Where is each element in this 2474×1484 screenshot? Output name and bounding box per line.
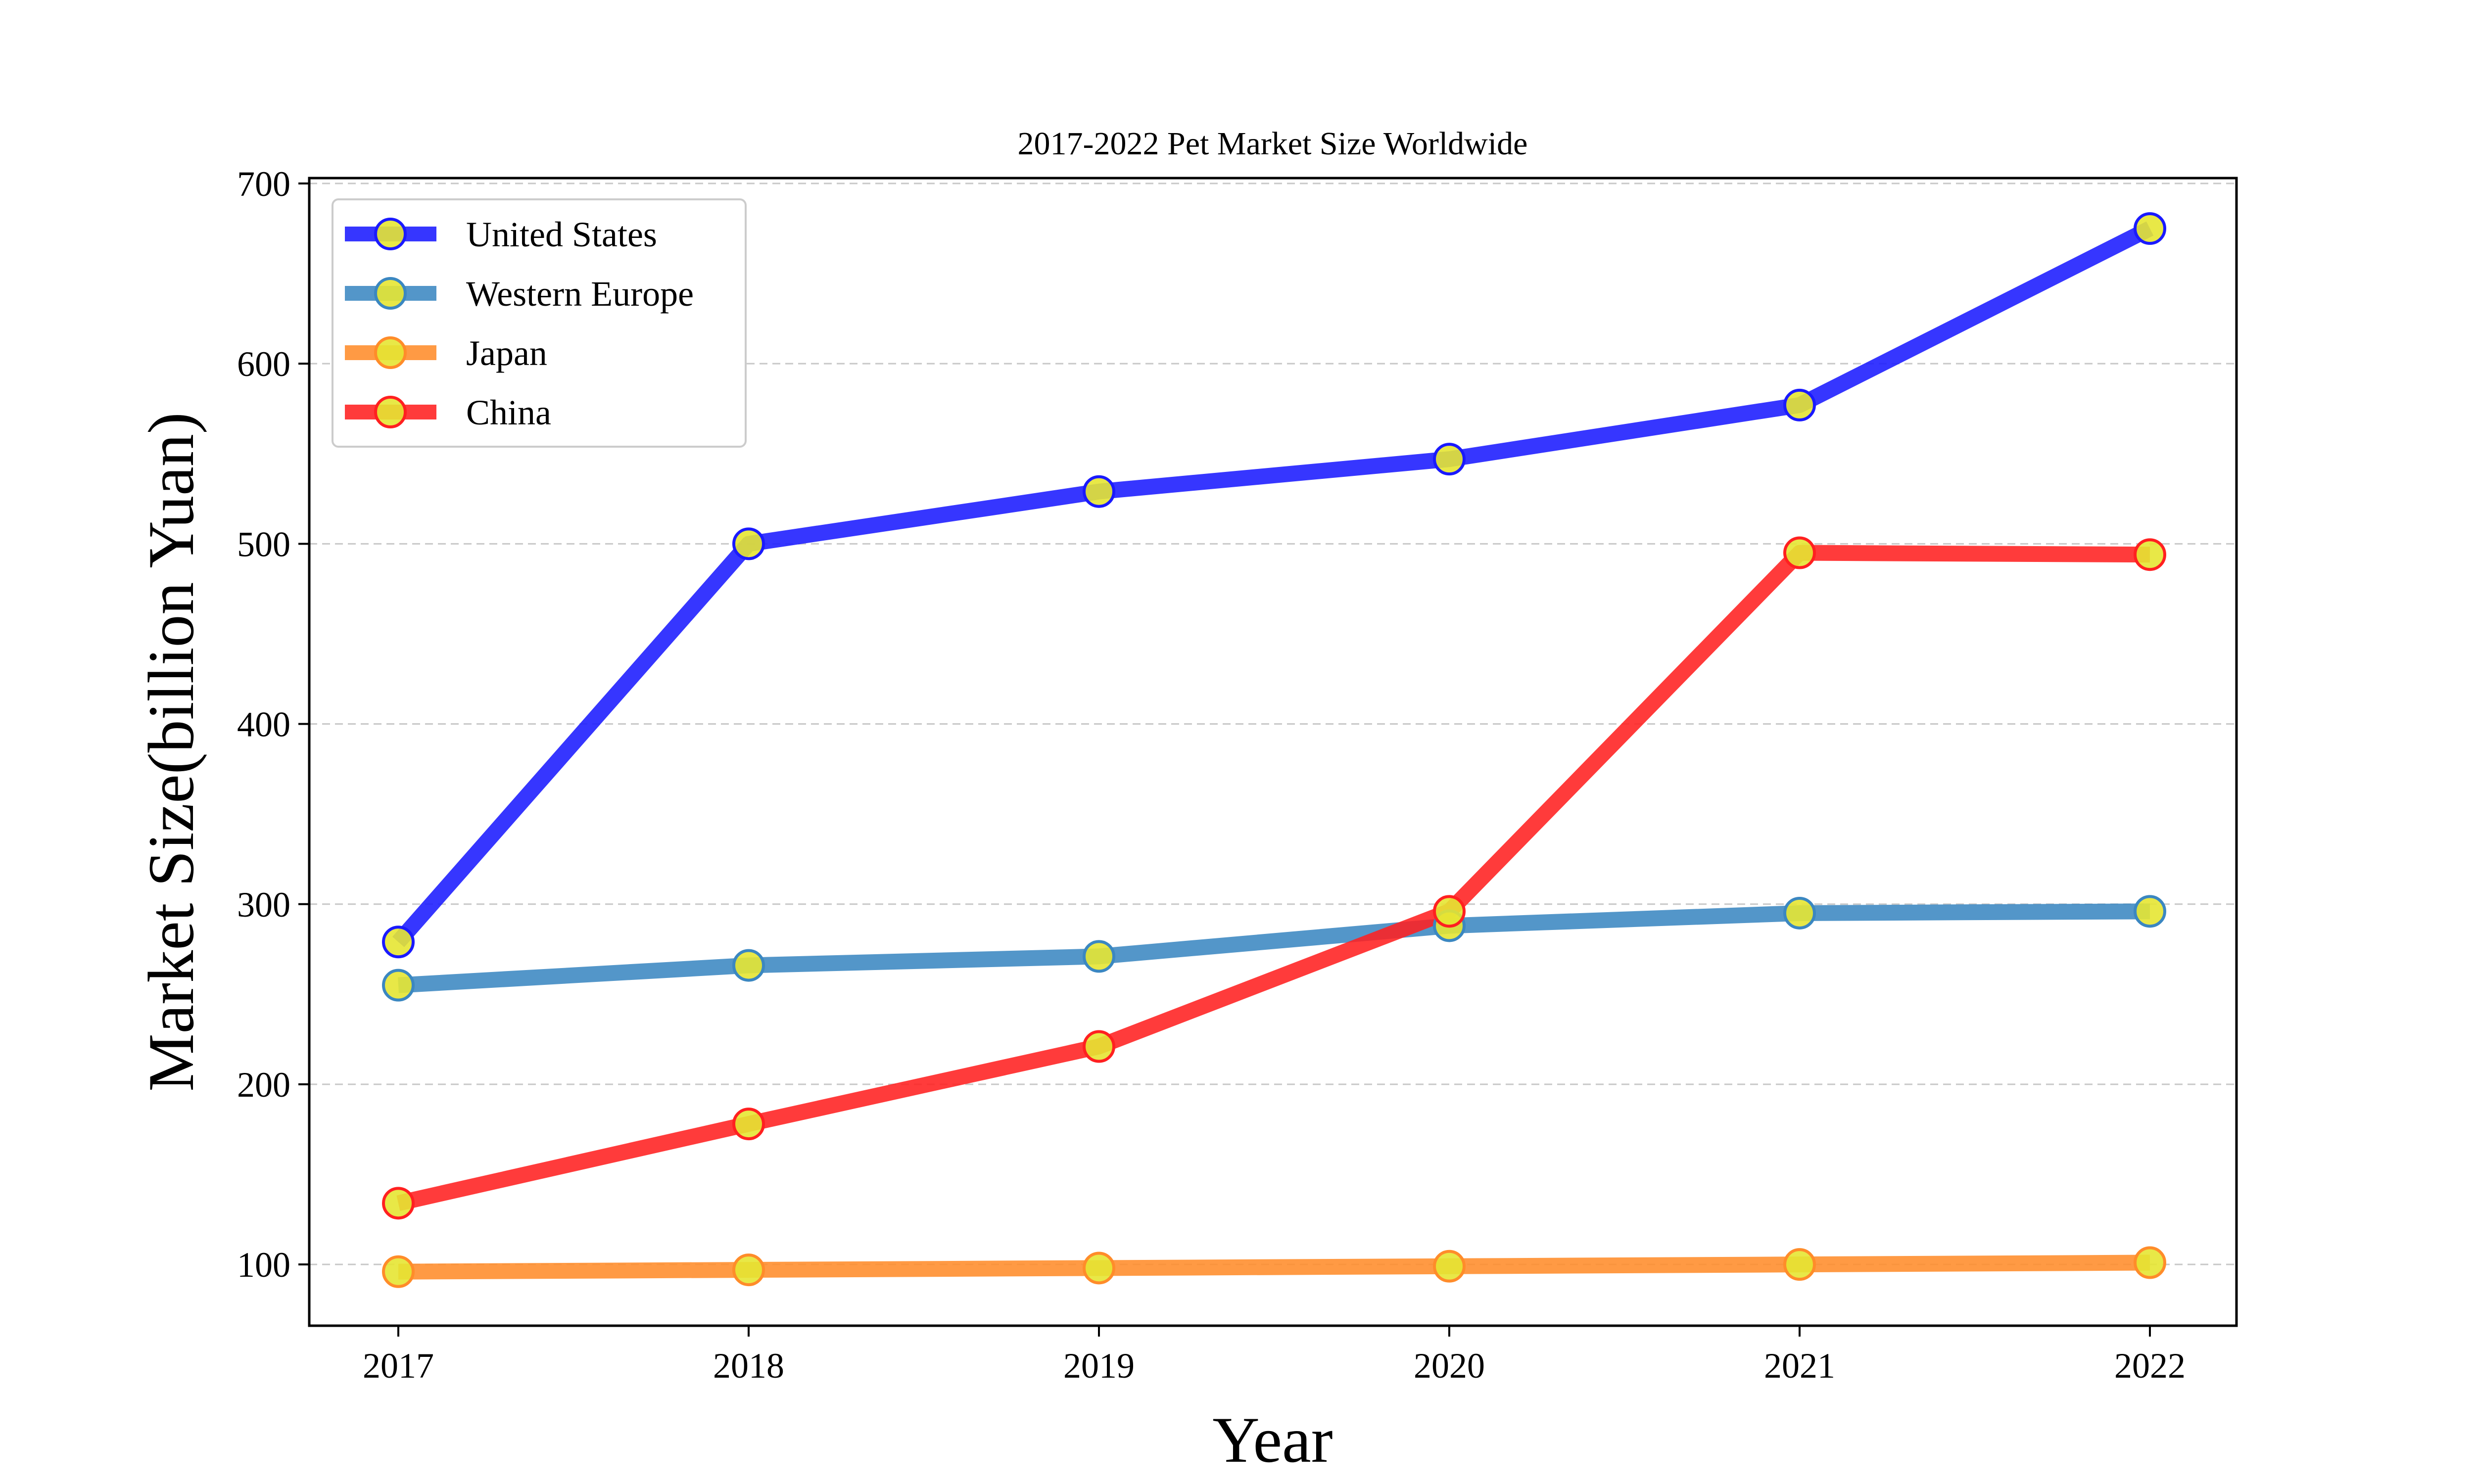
x-axis-ticks: 2017 2018 2019 2020 2021 2022 — [363, 1326, 2186, 1386]
series-line-united-states — [392, 221, 2154, 947]
point-western-europe-2022 — [2134, 895, 2166, 928]
legend-item-japan: Japan — [345, 333, 547, 373]
legend-marker-united-states — [374, 218, 407, 250]
legend-label-china: China — [466, 393, 551, 432]
series-markers — [382, 212, 2166, 1288]
x-tick-label-2017: 2017 — [363, 1346, 434, 1386]
x-tick-label-2020: 2020 — [1414, 1346, 1485, 1386]
legend-marker-china — [374, 396, 407, 428]
legend-label-united-states: United States — [466, 215, 657, 254]
x-tick-label-2021: 2021 — [1764, 1346, 1835, 1386]
legend-label-western-europe: Western Europe — [466, 274, 694, 314]
point-western-europe-2021 — [1783, 896, 1816, 929]
y-tick-label-200: 200 — [237, 1065, 290, 1105]
point-china-2020 — [1433, 895, 1466, 928]
chart-title: 2017-2022 Pet Market Size Worldwide — [1018, 126, 1528, 162]
plot-area-frame — [308, 177, 2238, 1327]
legend-item-united-states: United States — [345, 215, 657, 254]
series-lines — [392, 221, 2154, 1280]
point-united-states-2017 — [382, 926, 415, 959]
legend-label-japan: Japan — [466, 333, 547, 373]
y-tick-label-500: 500 — [237, 524, 290, 564]
point-japan-2021 — [1783, 1248, 1816, 1281]
point-united-states-2021 — [1783, 388, 1816, 421]
legend-marker-japan — [374, 336, 407, 369]
y-tick-label-700: 700 — [237, 164, 290, 204]
point-china-2021 — [1783, 536, 1816, 569]
point-japan-2022 — [2134, 1246, 2166, 1279]
point-western-europe-2019 — [1083, 940, 1115, 973]
point-china-2017 — [382, 1187, 415, 1220]
series-line-western-europe — [398, 903, 2150, 993]
legend-item-western-europe: Western Europe — [345, 274, 694, 314]
x-tick-label-2018: 2018 — [713, 1346, 784, 1386]
y-tick-label-300: 300 — [237, 885, 290, 925]
point-united-states-2018 — [732, 527, 765, 560]
legend-marker-western-europe — [374, 277, 407, 310]
x-tick-label-2022: 2022 — [2114, 1346, 2186, 1386]
legend-frame — [332, 198, 747, 448]
point-china-2019 — [1083, 1030, 1115, 1063]
point-china-2018 — [732, 1108, 765, 1141]
legend-entries: United States Western Europe Japan China — [345, 215, 694, 432]
y-axis-ticks: 100 200 300 400 500 600 700 — [237, 164, 309, 1285]
point-japan-2019 — [1083, 1252, 1115, 1285]
point-japan-2018 — [732, 1253, 765, 1287]
y-tick-label-100: 100 — [237, 1245, 290, 1285]
point-western-europe-2017 — [382, 969, 415, 1002]
series-line-japan — [398, 1254, 2150, 1280]
point-united-states-2022 — [2134, 212, 2166, 245]
point-japan-2020 — [1433, 1250, 1466, 1283]
point-united-states-2020 — [1433, 443, 1466, 476]
y-tick-label-600: 600 — [237, 344, 290, 384]
x-axis-label: Year — [1212, 1403, 1332, 1476]
y-tick-label-400: 400 — [237, 705, 290, 744]
legend: United States Western Europe Japan China — [332, 198, 747, 448]
point-united-states-2019 — [1083, 475, 1115, 508]
series-line-china — [396, 545, 2150, 1211]
point-china-2022 — [2134, 538, 2166, 571]
legend-item-china: China — [345, 393, 551, 432]
x-tick-label-2019: 2019 — [1063, 1346, 1135, 1386]
point-western-europe-2018 — [732, 949, 765, 982]
y-axis-label: Market Size(billion Yuan) — [135, 412, 207, 1091]
point-japan-2017 — [382, 1255, 415, 1288]
